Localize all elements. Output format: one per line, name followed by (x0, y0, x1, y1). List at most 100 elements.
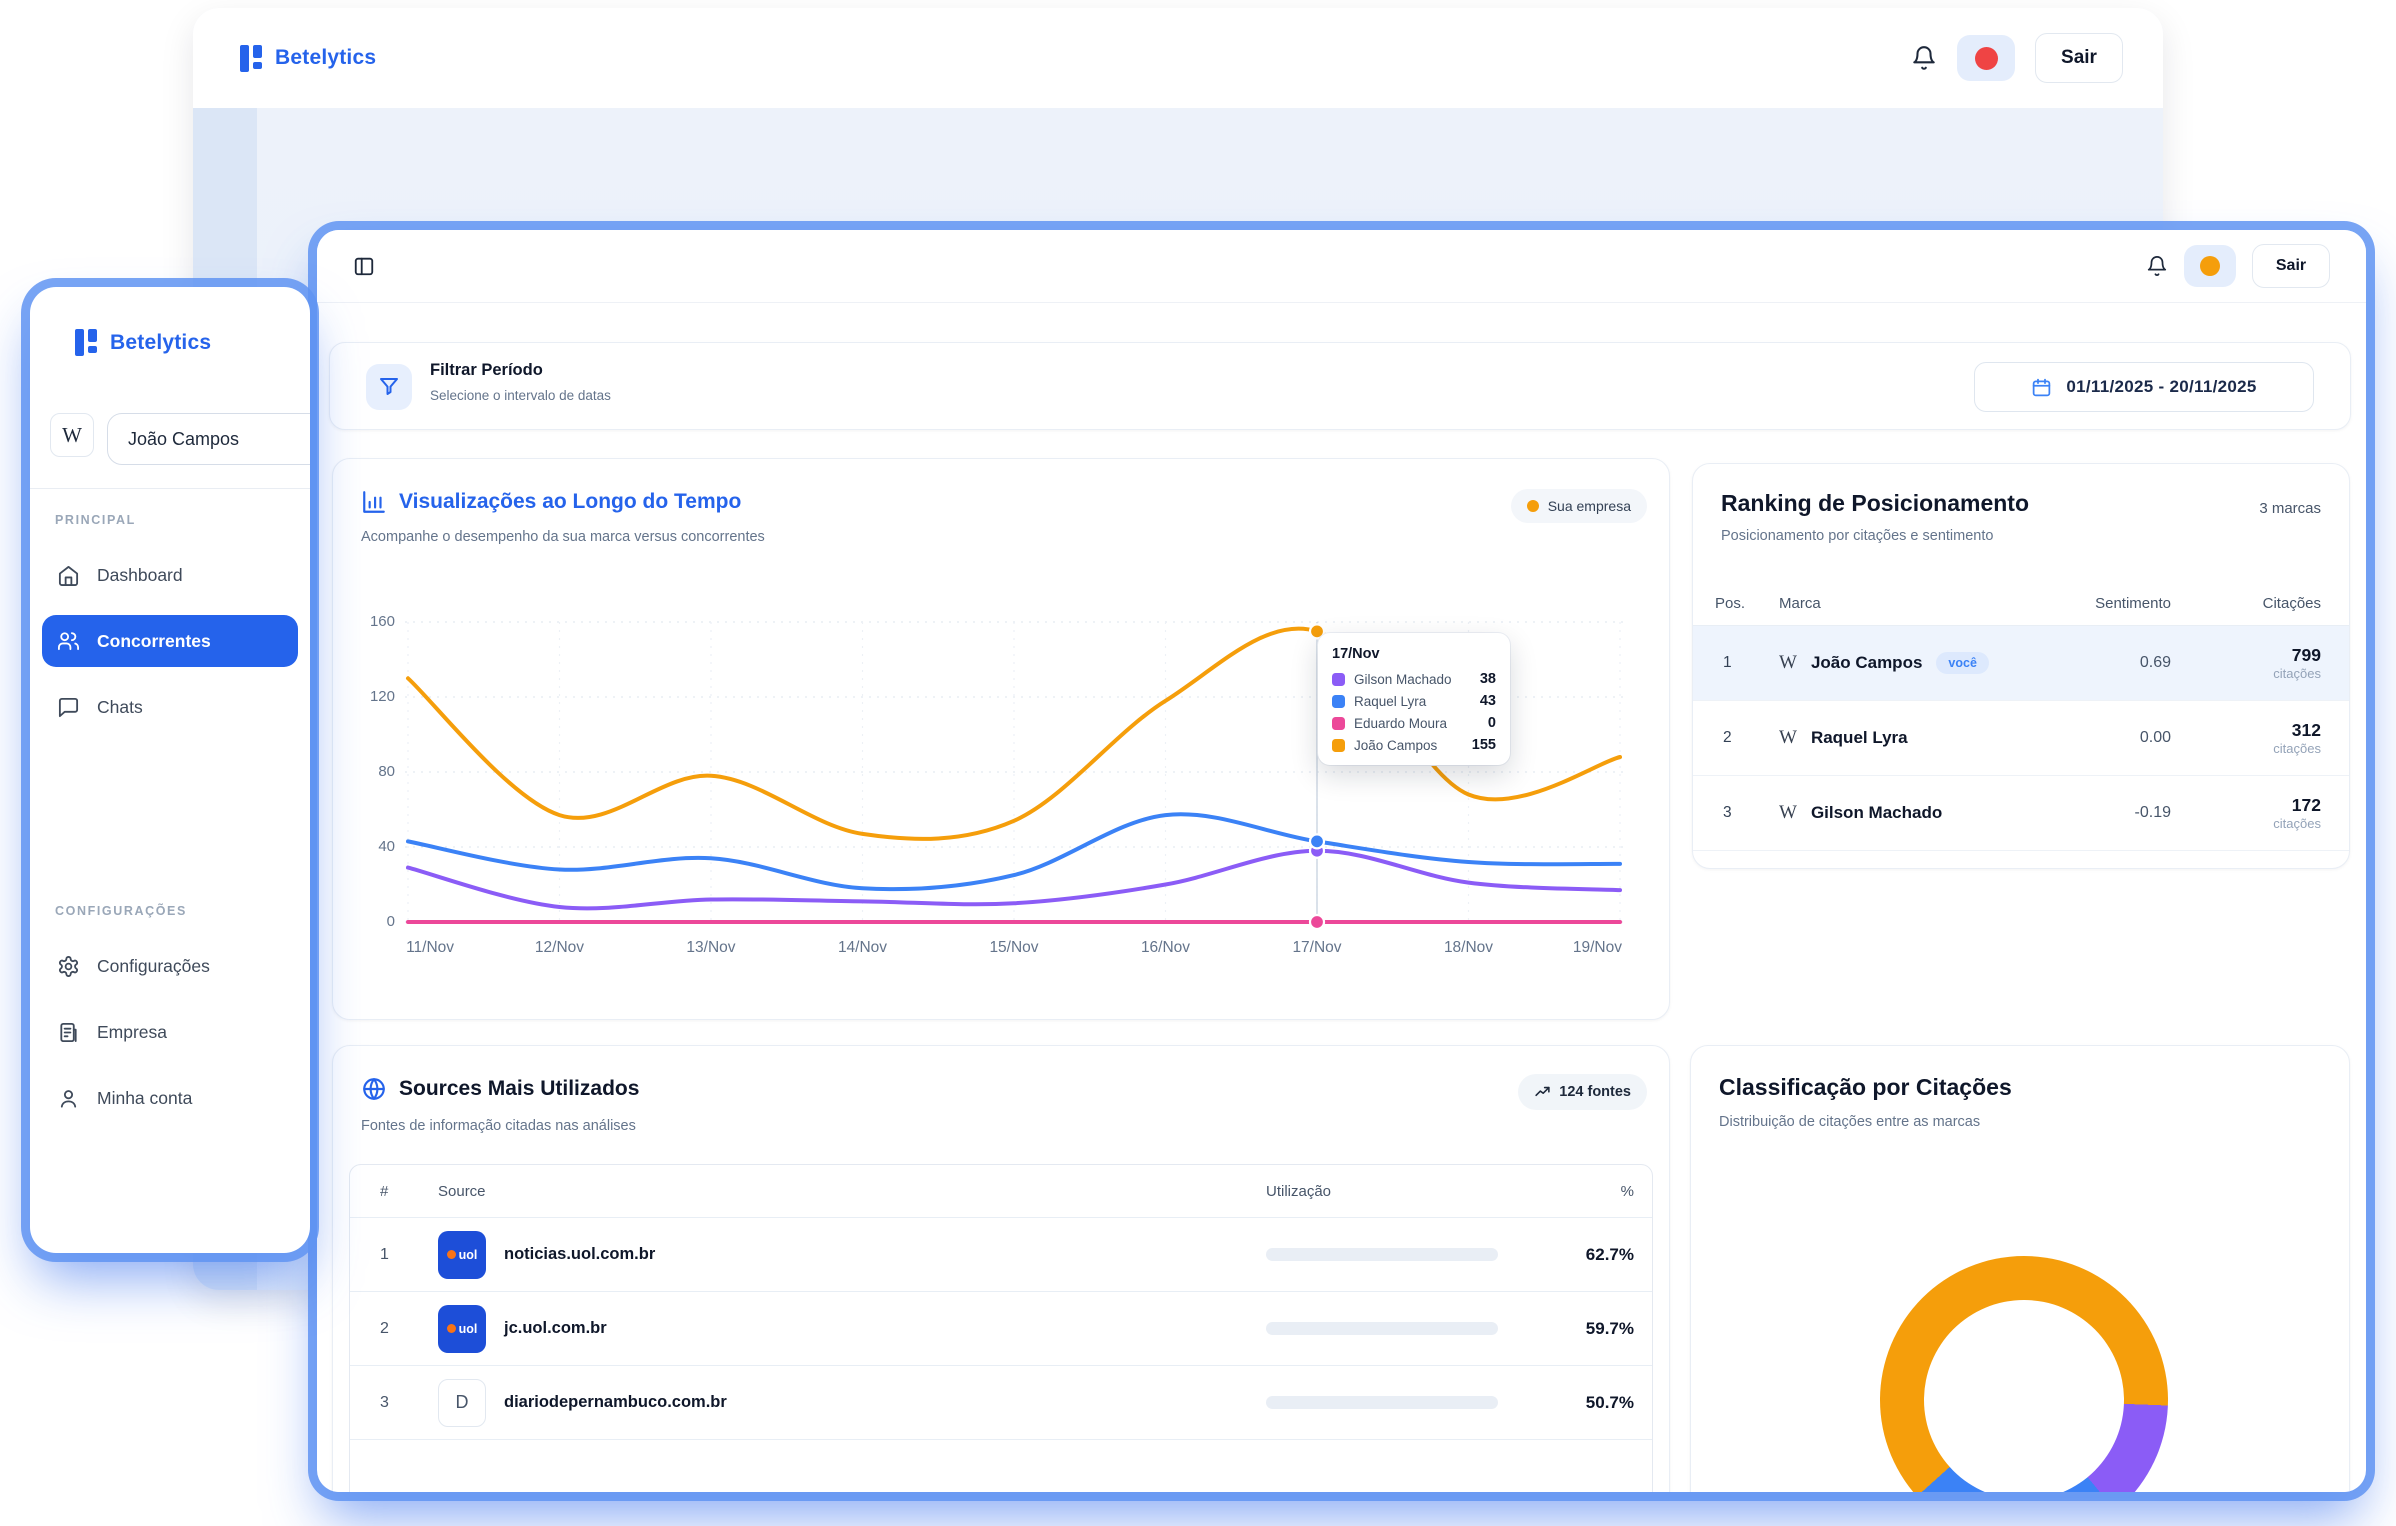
calendar-icon (2031, 377, 2052, 398)
col-pos: Pos. (1715, 595, 1779, 612)
classification-title: Classificação por Citações (1719, 1074, 2012, 1101)
tooltip-series-color (1332, 717, 1345, 730)
x-axis-tick: 17/Nov (1292, 939, 1341, 957)
notifications-bell-icon[interactable] (1911, 45, 1937, 71)
filter-period-card: Filtrar Período Selecione o intervalo de… (329, 342, 2351, 430)
source-domain: diariodepernambuco.com.br (504, 1393, 1248, 1412)
filter-subtitle: Selecione o intervalo de datas (430, 388, 611, 403)
you-badge: você (1936, 652, 1989, 674)
x-axis-tick: 16/Nov (1141, 939, 1190, 957)
tooltip-row: Eduardo Moura0 (1332, 715, 1496, 731)
citations-unit: citações (2171, 741, 2321, 756)
sentiment-value: -0.19 (2061, 804, 2171, 822)
y-axis-tick: 120 (361, 688, 395, 705)
sources-count-badge: 124 fontes (1518, 1074, 1647, 1110)
sidebar-item-label: Minha conta (97, 1088, 192, 1109)
x-axis-tick: 15/Nov (989, 939, 1038, 957)
chart-x-axis: 11/Nov12/Nov13/Nov14/Nov15/Nov16/Nov17/N… (405, 939, 1623, 961)
source-rank: 3 (380, 1394, 420, 1412)
ranking-position: 1 (1715, 654, 1779, 672)
ranking-count-badge: 3 marcas (2259, 500, 2321, 517)
sidebar-item-minha-conta[interactable]: Minha conta (42, 1072, 298, 1124)
wikipedia-w-icon: W (1779, 652, 1797, 674)
tooltip-series-name: Raquel Lyra (1354, 694, 1471, 709)
utilization-bar (1266, 1322, 1498, 1335)
sidebar-brand-name: Betelytics (110, 331, 211, 355)
y-axis-tick: 40 (361, 838, 395, 855)
y-axis-tick: 80 (361, 763, 395, 780)
tooltip-series-color (1332, 673, 1345, 686)
utilization-bar (1266, 1248, 1498, 1261)
source-percent: 62.7% (1516, 1245, 1634, 1265)
users-icon (57, 630, 80, 653)
user-avatar[interactable] (2184, 245, 2236, 287)
x-axis-tick: 19/Nov (1573, 939, 1622, 957)
citations-unit: citações (2171, 816, 2321, 831)
tooltip-row: Gilson Machado 38 (1332, 671, 1496, 687)
date-range-value: 01/11/2025 - 20/11/2025 (2066, 377, 2256, 397)
sources-title: Sources Mais Utilizados (399, 1077, 639, 1101)
notifications-bell-icon[interactable] (2146, 255, 2168, 277)
logout-button[interactable]: Sair (2035, 33, 2123, 83)
sentiment-value: 0.00 (2061, 729, 2171, 747)
source-row[interactable]: 1uolnoticias.uol.com.br62.7% (350, 1217, 1652, 1291)
bar-chart-icon (361, 489, 387, 515)
source-row[interactable]: 2uoljc.uol.com.br59.7% (350, 1291, 1652, 1365)
sources-count-label: 124 fontes (1559, 1084, 1631, 1100)
sidebar-item-label: Concorrentes (97, 631, 211, 652)
col-source: Source (438, 1183, 1248, 1200)
source-percent: 50.7% (1516, 1393, 1634, 1413)
col-percent: % (1516, 1183, 1634, 1200)
ranking-card: Ranking de Posicionamento 3 marcas Posic… (1692, 463, 2350, 869)
y-axis-tick: 0 (361, 913, 395, 930)
wikipedia-w-icon: W (1779, 802, 1797, 824)
sidebar-item-label: Dashboard (97, 565, 183, 586)
classification-subtitle: Distribuição de citações entre as marcas (1719, 1114, 1980, 1130)
wikipedia-w-icon: W (1779, 727, 1797, 749)
utilization-bar (1266, 1396, 1498, 1409)
date-range-button[interactable]: 01/11/2025 - 20/11/2025 (1974, 362, 2314, 412)
ranking-row[interactable]: 3WGilson Machado-0.19172citações (1693, 776, 2349, 851)
ranking-position: 3 (1715, 804, 1779, 822)
sidebar-item-empresa[interactable]: Empresa (42, 1006, 298, 1058)
source-rank: 1 (380, 1246, 420, 1264)
sidebar-item-configuracoes[interactable]: Configurações (42, 940, 298, 992)
sidebar-toggle-icon[interactable] (353, 255, 375, 277)
desktop: Betelytics Sair Concorentes Betelytics W… (0, 0, 2396, 1526)
col-marca: Marca (1779, 595, 2061, 612)
brand-name: Betelytics (275, 46, 376, 70)
ranking-row[interactable]: 1WJoão Camposvocê0.69799citações (1693, 626, 2349, 701)
ranking-table: Pos. Marca Sentimento Citações 1WJoão Ca… (1693, 582, 2349, 851)
ranking-title: Ranking de Posicionamento (1721, 490, 2029, 517)
trend-up-icon (1534, 1084, 1551, 1101)
filter-funnel-icon (366, 364, 412, 410)
uol-favicon: uol (438, 1231, 486, 1279)
col-utilizacao: Utilização (1266, 1183, 1498, 1200)
source-row[interactable]: 3Ddiariodepernambuco.com.br50.7% (350, 1365, 1652, 1439)
tooltip-series-name: Gilson Machado (1354, 672, 1471, 687)
tooltip-series-value: 38 (1480, 671, 1496, 687)
legend-sua-empresa: Sua empresa (1511, 489, 1647, 523)
sidebar-item-dashboard[interactable]: Dashboard (42, 549, 298, 601)
sidebar-item-chats[interactable]: Chats (42, 681, 298, 733)
chart-subtitle: Acompanhe o desempenho da sua marca vers… (361, 529, 765, 545)
x-axis-tick: 12/Nov (535, 939, 584, 957)
gear-icon (57, 955, 80, 978)
sources-table-header: # Source Utilização % (350, 1165, 1652, 1217)
ranking-row[interactable]: 2WRaquel Lyra0.00312citações (1693, 701, 2349, 776)
user-avatar[interactable] (1957, 35, 2015, 81)
main-topbar: Sair (317, 230, 2366, 303)
filter-title: Filtrar Período (430, 361, 543, 380)
brand-name: Gilson Machado (1811, 803, 1942, 823)
chart-title: Visualizações ao Longo do Tempo (399, 490, 741, 514)
legend-color-dot (1527, 500, 1539, 512)
tooltip-series-value: 43 (1480, 693, 1496, 709)
logout-button[interactable]: Sair (2252, 244, 2330, 288)
ranking-table-header: Pos. Marca Sentimento Citações (1693, 582, 2349, 626)
sidebar-item-concorrentes[interactable]: Concorrentes (42, 615, 298, 667)
ranking-position: 2 (1715, 729, 1779, 747)
user-select[interactable]: João Campos (107, 413, 310, 465)
brand-name: Raquel Lyra (1811, 728, 1908, 748)
sidebar-section-label: PRINCIPAL (55, 513, 310, 527)
sidebar-brand-logo: Betelytics (75, 329, 211, 356)
